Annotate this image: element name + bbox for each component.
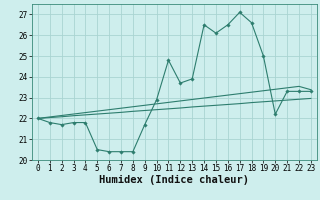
X-axis label: Humidex (Indice chaleur): Humidex (Indice chaleur): [100, 175, 249, 185]
